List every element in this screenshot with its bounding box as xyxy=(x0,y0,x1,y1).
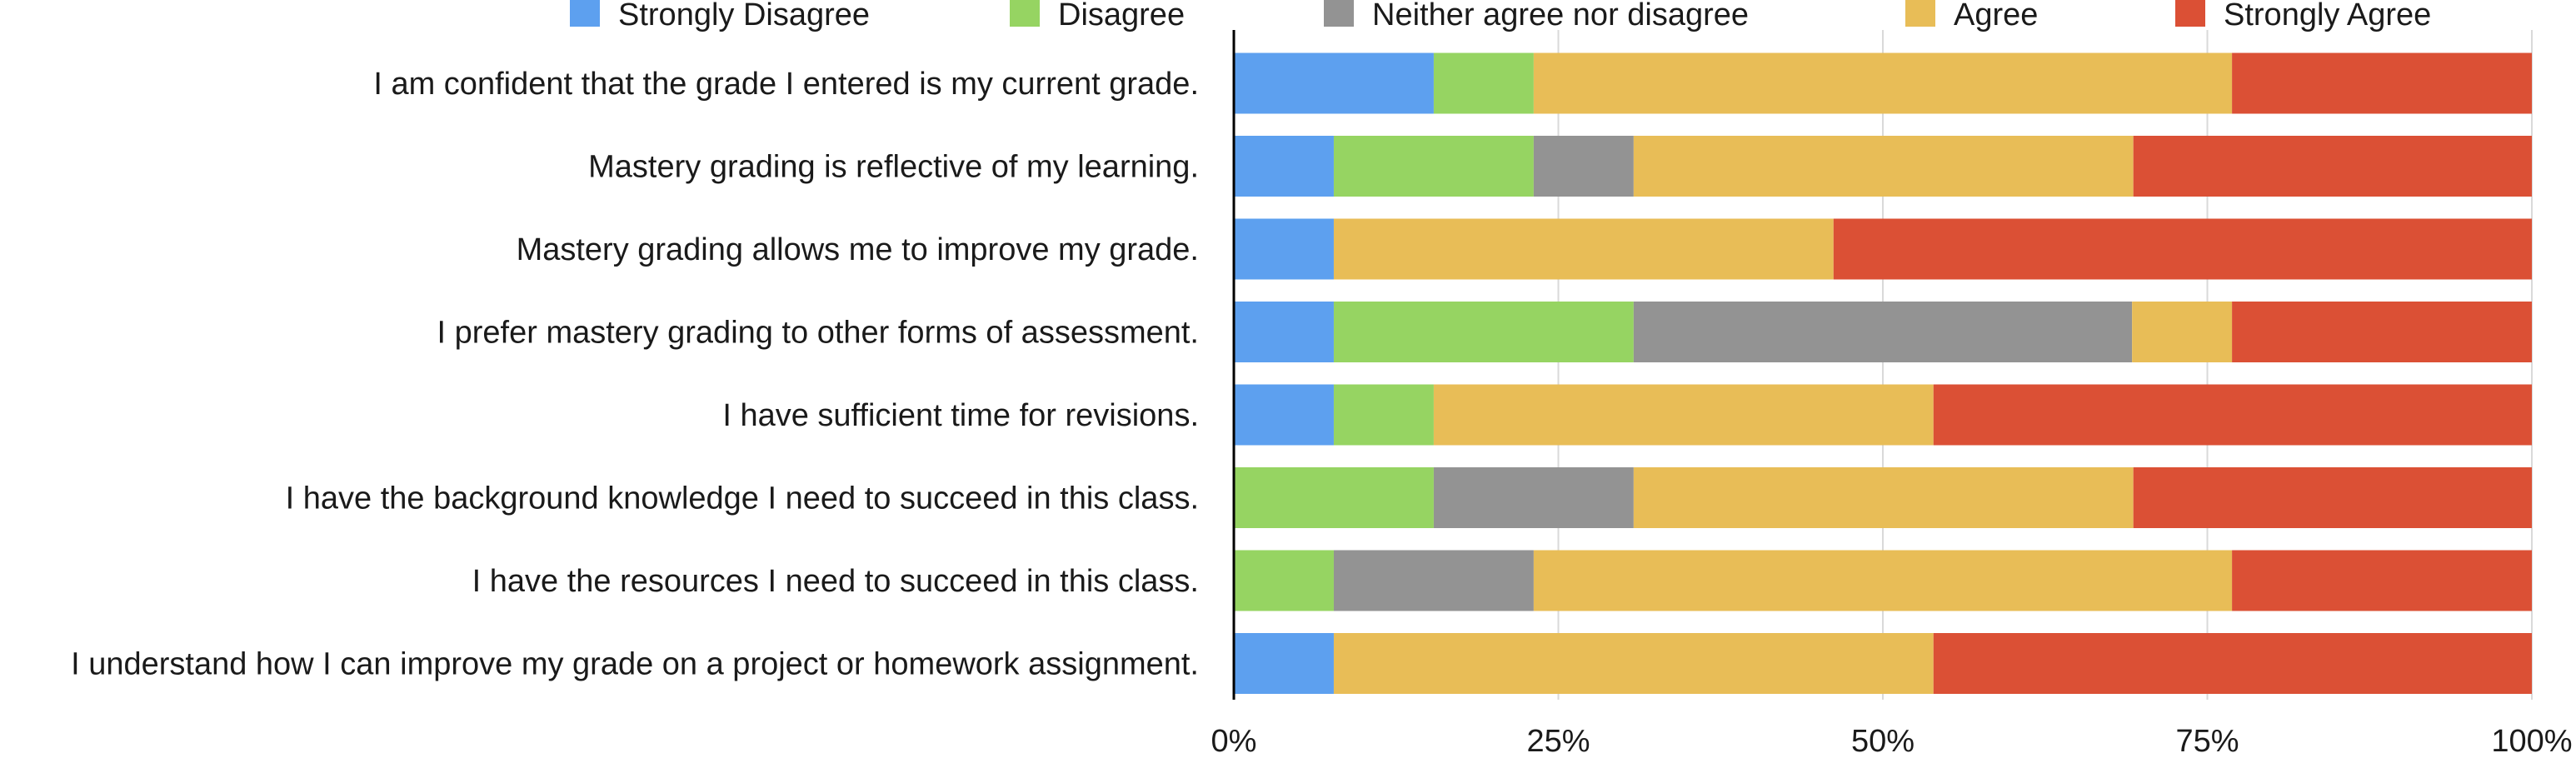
legend-item-disagree: Disagree xyxy=(1010,0,1185,32)
category-label: Mastery grading is reflective of my lear… xyxy=(588,150,1199,185)
bar-strongly-disagree xyxy=(1234,302,1334,362)
category-label: I have the resources I need to succeed i… xyxy=(472,564,1199,599)
legend-item-neither-agree-nor-disagree: Neither agree nor disagree xyxy=(1324,0,1749,32)
bar-strongly-disagree xyxy=(1234,633,1334,694)
bar-disagree xyxy=(1333,136,1534,197)
bar-strongly-agree xyxy=(2232,302,2532,362)
legend-item-strongly-disagree: Strongly Disagree xyxy=(570,0,870,32)
bar-agree xyxy=(1333,633,1934,694)
bar-neither-agree-nor-disagree xyxy=(1533,136,1634,197)
bar-strongly-agree xyxy=(2133,467,2532,528)
legend-swatch xyxy=(1324,0,1354,27)
bar-neither-agree-nor-disagree xyxy=(1333,550,1534,611)
bar-strongly-disagree xyxy=(1234,52,1434,114)
category-label: Mastery grading allows me to improve my … xyxy=(517,232,1199,267)
bar-strongly-agree xyxy=(1933,384,2532,446)
bar-disagree xyxy=(1433,52,1534,114)
bar-agree xyxy=(2132,302,2233,362)
legend-swatch xyxy=(1010,0,1040,27)
bar-strongly-agree xyxy=(1933,633,2532,694)
category-labels: I am confident that the grade I entered … xyxy=(71,67,1199,682)
x-tick-label: 0% xyxy=(1211,724,1257,759)
bar-strongly-agree xyxy=(1833,218,2532,280)
bar-agree xyxy=(1633,136,2134,197)
x-tick-label: 25% xyxy=(1526,724,1590,759)
bar-agree xyxy=(1533,550,2233,611)
bar-agree xyxy=(1633,467,2134,528)
bar-neither-agree-nor-disagree xyxy=(1433,467,1634,528)
bar-strongly-disagree xyxy=(1234,384,1334,446)
category-label: I have sufficient time for revisions. xyxy=(722,398,1199,433)
bar-strongly-agree xyxy=(2232,550,2532,611)
legend: Strongly Disagree Disagree Neither agree n… xyxy=(570,0,2431,32)
legend-item-strongly-agree: Strongly Agree xyxy=(2175,0,2431,32)
category-label: I have the background knowledge I need t… xyxy=(286,481,1199,516)
legend-label: Strongly Agree xyxy=(2224,0,2431,32)
legend-swatch xyxy=(1905,0,1935,27)
x-tick-label: 50% xyxy=(1851,724,1915,759)
legend-label: Neither agree nor disagree xyxy=(1372,0,1749,32)
bar-strongly-agree xyxy=(2133,136,2532,197)
category-label: I prefer mastery grading to other forms … xyxy=(437,316,1200,351)
x-tick-labels: 0% 25% 50% 75% 100% xyxy=(1211,724,2573,759)
bar-agree xyxy=(1533,52,2233,114)
bar-agree xyxy=(1433,384,1934,446)
bar-strongly-agree xyxy=(2232,52,2532,114)
legend-item-agree: Agree xyxy=(1905,0,2038,32)
bar-strongly-disagree xyxy=(1234,218,1334,280)
bar-agree xyxy=(1333,218,1834,280)
x-tick-label: 75% xyxy=(2175,724,2239,759)
bar-disagree xyxy=(1333,302,1634,362)
category-label: I understand how I can improve my grade … xyxy=(71,647,1199,682)
legend-label: Strongly Disagree xyxy=(618,0,870,32)
bars xyxy=(1234,52,2532,694)
bar-neither-agree-nor-disagree xyxy=(1633,302,2133,362)
bar-disagree xyxy=(1234,467,1434,528)
legend-swatch xyxy=(570,0,600,27)
category-label: I am confident that the grade I entered … xyxy=(373,67,1199,102)
bar-strongly-disagree xyxy=(1234,136,1334,197)
legend-label: Agree xyxy=(1954,0,2038,32)
legend-label: Disagree xyxy=(1058,0,1185,32)
bar-disagree xyxy=(1234,550,1334,611)
bar-disagree xyxy=(1333,384,1434,446)
legend-swatch xyxy=(2175,0,2205,27)
x-tick-label: 100% xyxy=(2491,724,2572,759)
